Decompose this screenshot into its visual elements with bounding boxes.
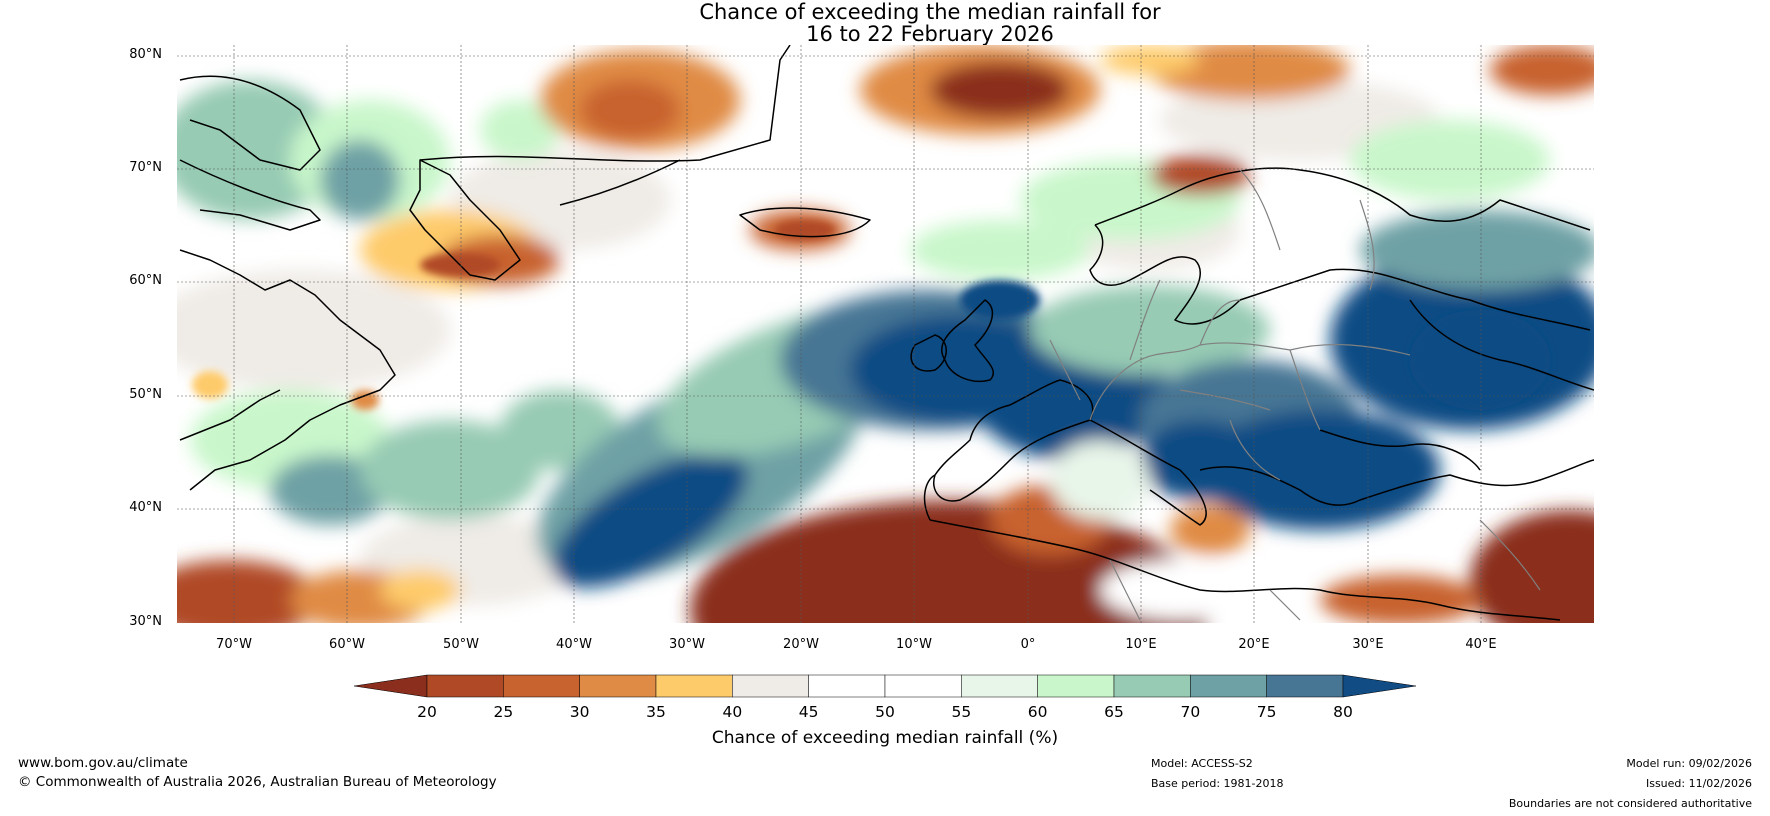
colorbar-cell	[579, 674, 657, 698]
model-text: Model: ACCESS-S2	[1151, 757, 1253, 770]
colorbar-low-extension	[353, 674, 428, 698]
colorbar-tick-label: 65	[1104, 703, 1124, 721]
colorbar-cell	[426, 674, 504, 698]
lon-label-50w: 50°W	[443, 637, 479, 652]
lon-label-60w: 60°W	[329, 637, 365, 652]
colorbar-cell	[1037, 674, 1115, 698]
lon-label-30e: 30°E	[1352, 637, 1384, 652]
lon-label-10e: 10°E	[1125, 637, 1157, 652]
lon-label-20e: 20°E	[1238, 637, 1270, 652]
disclaimer-text: Boundaries are not considered authoritat…	[1508, 797, 1752, 810]
colorbar-tick-label: 55	[951, 703, 972, 721]
copyright-text: © Commonwealth of Australia 2026, Austra…	[18, 774, 497, 790]
lon-label-20w: 20°W	[783, 637, 819, 652]
website-text: www.bom.gov.au/climate	[18, 755, 188, 771]
colorbar-cell	[1113, 674, 1191, 698]
lon-label-40w: 40°W	[556, 637, 592, 652]
lon-label-0: 0°	[1020, 637, 1036, 652]
map-title-line1: Chance of exceeding the median rainfall …	[699, 0, 1161, 24]
colorbar-tick-label: 45	[798, 703, 819, 721]
lat-label-80n: 80°N	[129, 47, 162, 62]
lon-label-30w: 30°W	[669, 637, 705, 652]
colorbar-tick-label: 35	[646, 703, 666, 721]
colorbar-cells	[426, 674, 1344, 698]
colorbar-tick-label: 80	[1333, 703, 1353, 721]
gridlines	[177, 45, 1594, 623]
colorbar-cell	[961, 674, 1038, 698]
colorbar	[353, 674, 1417, 698]
coastlines	[179, 45, 1594, 621]
lon-label-40e: 40°E	[1465, 637, 1497, 652]
colorbar-tick-label: 30	[569, 703, 590, 721]
map-title-line2: 16 to 22 February 2026	[806, 22, 1054, 46]
colorbar-cell	[884, 674, 962, 698]
issued-text: Issued: 11/02/2026	[1645, 777, 1752, 790]
lat-label-70n: 70°N	[129, 160, 162, 175]
probability-field	[177, 45, 1594, 623]
lat-label-60n: 60°N	[129, 273, 162, 288]
lon-label-70w: 70°W	[216, 637, 252, 652]
lat-label-40n: 40°N	[129, 500, 162, 515]
colorbar-cell	[503, 674, 580, 698]
model-run-text: Model run: 09/02/2026	[1626, 757, 1752, 770]
colorbar-tick-label: 40	[722, 703, 743, 721]
colorbar-cell	[655, 674, 733, 698]
colorbar-cell	[808, 674, 886, 698]
colorbar-tick-label: 20	[417, 703, 437, 721]
lon-label-10w: 10°W	[896, 637, 932, 652]
colorbar-tick-label: 75	[1256, 703, 1277, 721]
lat-label-50n: 50°N	[129, 387, 162, 402]
colorbar-title: Chance of exceeding median rainfall (%)	[711, 728, 1059, 748]
colorbar-tick-label: 70	[1180, 703, 1201, 721]
colorbar-tick-label: 50	[875, 703, 895, 721]
lat-label-30n: 30°N	[129, 614, 162, 629]
colorbar-cell	[1190, 674, 1267, 698]
colorbar-cell	[732, 674, 809, 698]
country-borders	[1049, 169, 1541, 621]
colorbar-tick-label: 25	[493, 703, 514, 721]
colorbar-high-extension	[1342, 674, 1417, 698]
colorbar-tick-label: 60	[1027, 703, 1048, 721]
colorbar-cell	[1266, 674, 1344, 698]
base-period-text: Base period: 1981-2018	[1151, 777, 1284, 790]
